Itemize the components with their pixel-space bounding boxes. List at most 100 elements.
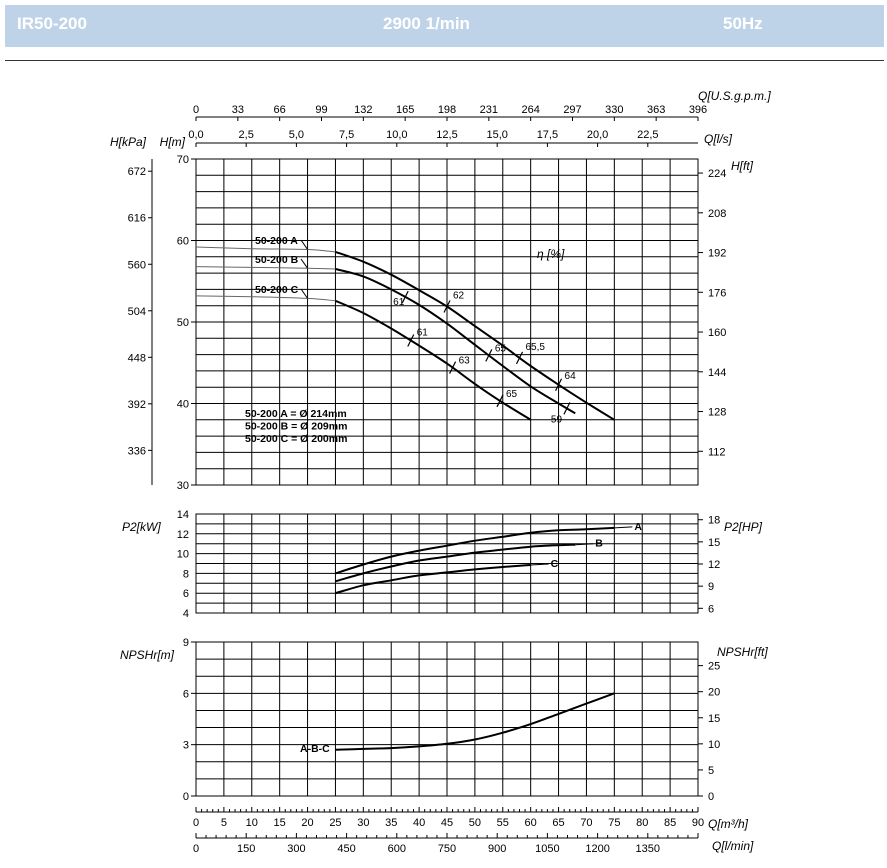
top-ls-tick-label: 0,0 bbox=[188, 129, 203, 141]
ft-tick-label: 208 bbox=[708, 208, 726, 220]
efficiency-value: 63 bbox=[459, 356, 471, 367]
top-gpm-tick-label: 330 bbox=[605, 104, 623, 116]
bottom-lmin-tick-label: 0 bbox=[193, 843, 199, 855]
power-kw-tick-label: 14 bbox=[177, 509, 189, 521]
bottom-m3h-tick-label: 30 bbox=[357, 817, 369, 829]
top-ls-tick-label: 20,0 bbox=[587, 129, 608, 141]
speed-title: 2900 1/min bbox=[383, 14, 470, 33]
bottom-m3h-tick-label: 10 bbox=[246, 817, 258, 829]
power-kw-tick-label: 10 bbox=[177, 549, 189, 561]
ft-tick-label: 112 bbox=[708, 446, 726, 458]
top-gpm-tick-label: 66 bbox=[274, 104, 286, 116]
head-curve-thin bbox=[195, 266, 336, 270]
efficiency-value: 65 bbox=[495, 343, 507, 354]
top-gpm-tick-label: 264 bbox=[521, 104, 539, 116]
head-curve-leader bbox=[300, 288, 308, 299]
kpa-tick-label: 392 bbox=[128, 399, 146, 411]
bottom-m3h-tick-label: 25 bbox=[329, 817, 341, 829]
kpa-axis-label: H[kPa] bbox=[110, 135, 147, 149]
power-curve-b bbox=[335, 543, 576, 583]
head-m-tick-label: 70 bbox=[177, 154, 189, 166]
top-gpm-tick-label: 99 bbox=[315, 104, 327, 116]
efficiency-value: 61 bbox=[417, 328, 429, 339]
head-m-tick-label: 40 bbox=[177, 399, 189, 411]
bottom-m3h-tick-label: 80 bbox=[636, 817, 648, 829]
efficiency-tick bbox=[563, 402, 571, 415]
top-ls-tick-label: 15,0 bbox=[486, 129, 507, 141]
kpa-tick-label: 504 bbox=[128, 306, 146, 318]
top-ls-tick-label: 22,5 bbox=[637, 129, 658, 141]
head-curve-label: 50-200 A bbox=[255, 235, 298, 247]
ft-tick-label: 224 bbox=[708, 168, 726, 180]
bottom-m3h-tick-label: 0 bbox=[193, 817, 199, 829]
npsh-m-tick-label: 0 bbox=[183, 791, 189, 803]
head-curve-b bbox=[335, 268, 576, 415]
bottom-m3h-tick-label: 20 bbox=[301, 817, 313, 829]
header-rule bbox=[5, 60, 884, 61]
bottom-m3h-tick-label: 85 bbox=[664, 817, 676, 829]
efficiency-tick bbox=[449, 361, 457, 374]
top-gpm-tick-label: 198 bbox=[438, 104, 456, 116]
kpa-tick-label: 616 bbox=[128, 213, 146, 225]
power-kw-tick-label: 12 bbox=[177, 529, 189, 541]
bottom-m3h-axis-label: Q[m³/h] bbox=[708, 817, 749, 831]
efficiency-tick bbox=[407, 334, 415, 347]
bottom-m3h-tick-label: 90 bbox=[692, 817, 704, 829]
header-bar: IR50-200 2900 1/min 50Hz bbox=[5, 5, 884, 47]
bottom-m3h-tick-label: 40 bbox=[413, 817, 425, 829]
head-curve-leader bbox=[300, 239, 308, 250]
top-ls-tick-label: 12,5 bbox=[436, 129, 457, 141]
power-curve-a bbox=[335, 526, 615, 575]
head-m-tick-label: 60 bbox=[177, 236, 189, 248]
bottom-m3h-tick-label: 65 bbox=[552, 817, 564, 829]
npsh-ft-tick-label: 25 bbox=[708, 661, 720, 673]
top-ls-axis-label: Q[l/s] bbox=[704, 132, 733, 146]
bottom-lmin-tick-label: 1050 bbox=[535, 843, 559, 855]
top-gpm-tick-label: 396 bbox=[689, 104, 707, 116]
top-gpm-tick-label: 363 bbox=[647, 104, 665, 116]
ft-tick-label: 160 bbox=[708, 327, 726, 339]
bottom-m3h-tick-label: 45 bbox=[441, 817, 453, 829]
top-ls-tick-label: 7,5 bbox=[339, 129, 354, 141]
bottom-lmin-tick-label: 600 bbox=[388, 843, 406, 855]
power-curve-leader bbox=[614, 526, 633, 529]
power-curve-label: C bbox=[551, 558, 559, 570]
kpa-tick-label: 336 bbox=[128, 445, 146, 457]
bottom-m3h-tick-label: 55 bbox=[497, 817, 509, 829]
power-curve-leader bbox=[530, 563, 549, 566]
head-curve-label: 50-200 C bbox=[255, 284, 299, 296]
bottom-m3h-tick-label: 70 bbox=[580, 817, 592, 829]
npsh-ft-tick-label: 10 bbox=[708, 739, 720, 751]
bottom-lmin-tick-label: 1350 bbox=[636, 843, 660, 855]
ft-tick-label: 192 bbox=[708, 248, 726, 260]
power-curve-label: B bbox=[595, 538, 603, 550]
kpa-tick-label: 448 bbox=[128, 352, 146, 364]
bottom-lmin-tick-label: 1200 bbox=[585, 843, 609, 855]
npsh-m-tick-label: 9 bbox=[183, 637, 189, 649]
head-curve-leader bbox=[300, 258, 308, 269]
efficiency-tick bbox=[485, 349, 493, 362]
npsh-m-axis-label: NPSHr[m] bbox=[120, 648, 175, 662]
npsh-m-tick-label: 6 bbox=[183, 688, 189, 700]
top-ls-tick-label: 17,5 bbox=[537, 129, 558, 141]
model-title: IR50-200 bbox=[17, 14, 87, 33]
bottom-lmin-tick-label: 900 bbox=[488, 843, 506, 855]
efficiency-value: 62 bbox=[453, 291, 465, 302]
ft-tick-label: 176 bbox=[708, 287, 726, 299]
power-hp-tick-label: 9 bbox=[708, 581, 714, 593]
efficiency-tick bbox=[496, 394, 504, 408]
top-gpm-tick-label: 165 bbox=[396, 104, 414, 116]
head-m-tick-label: 50 bbox=[177, 317, 189, 329]
power-hp-tick-label: 12 bbox=[708, 559, 720, 571]
bottom-m3h-tick-label: 75 bbox=[608, 817, 620, 829]
top-gpm-tick-label: 33 bbox=[232, 104, 244, 116]
bottom-m3h-tick-label: 50 bbox=[469, 817, 481, 829]
power-hp-axis-label: P2[HP] bbox=[724, 520, 763, 534]
bottom-lmin-axis-label: Q[l/min] bbox=[712, 839, 754, 853]
top-gpm-tick-label: 231 bbox=[480, 104, 498, 116]
top-gpm-axis-label: Q[U.S.g.p.m.] bbox=[698, 89, 771, 103]
power-kw-tick-label: 4 bbox=[183, 608, 189, 620]
efficiency-value: 65 bbox=[506, 389, 518, 400]
head-ft-axis-label: H[ft] bbox=[731, 159, 754, 173]
top-gpm-tick-label: 297 bbox=[563, 104, 581, 116]
